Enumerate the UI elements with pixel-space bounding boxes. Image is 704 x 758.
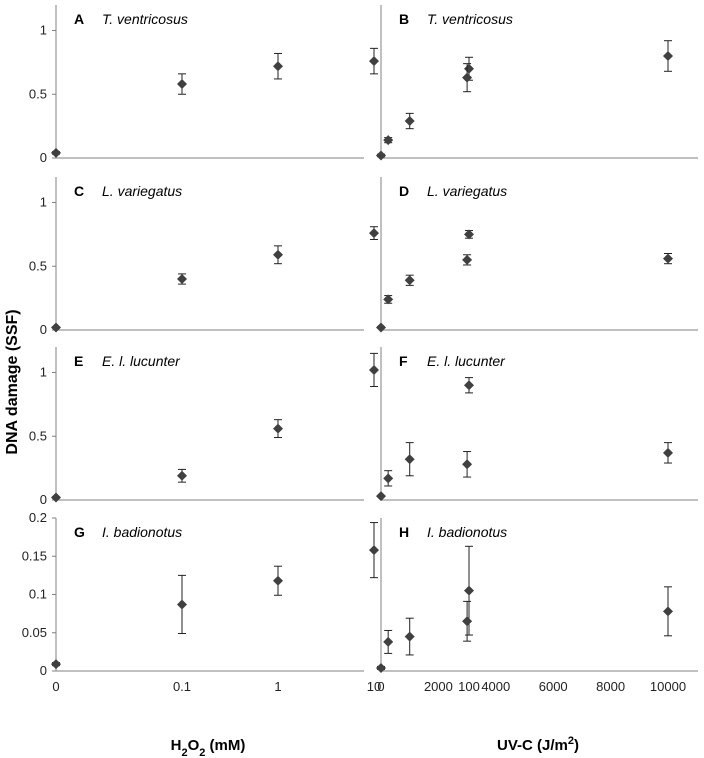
y-tick-label: 0.5 — [29, 258, 47, 273]
y-tick-label: 1 — [40, 23, 47, 38]
data-point — [376, 322, 386, 333]
x-tick-label: 8000 — [596, 679, 625, 694]
x-tick-label: 0 — [52, 679, 59, 694]
data-point — [369, 364, 379, 375]
y-tick-label: 0 — [40, 663, 47, 678]
data-point — [273, 249, 283, 260]
species-name: L. variegatus — [102, 183, 182, 199]
y-tick-label: 0 — [40, 150, 47, 165]
y-tick-label: 0.05 — [22, 625, 47, 640]
data-point — [51, 147, 61, 158]
species-name: I. badionotus — [427, 524, 507, 540]
data-point — [369, 56, 379, 67]
y-tick-label: 0 — [40, 492, 47, 507]
data-point — [376, 491, 386, 502]
data-point — [383, 473, 394, 484]
data-point — [369, 545, 379, 556]
data-point — [51, 322, 61, 333]
data-point — [177, 274, 187, 284]
panels: 0 0.5 1 A T. ventricosus B T. ventricosus 0 0.5 1… — [22, 5, 698, 694]
data-point — [177, 470, 187, 481]
species-name: E. l. lucunter — [427, 353, 506, 369]
y-tick-label: 1 — [40, 195, 47, 210]
panel-h: 0 2000 4000 6000 8000 10000 H I. badionotus — [376, 518, 698, 694]
y-tick-label: 0.15 — [22, 548, 47, 563]
panel-letter: C — [74, 183, 84, 199]
data-point — [383, 294, 394, 305]
panel-b: B T. ventricosus — [376, 5, 698, 161]
data-point — [273, 61, 283, 72]
data-point — [177, 599, 187, 610]
species-name: I. badionotus — [102, 524, 182, 540]
panel-e: 0 0.5 1 E E. l. lucunter — [29, 347, 474, 507]
panel-letter: E — [74, 353, 83, 369]
y-tick-label: 0.5 — [29, 86, 47, 101]
y-tick-label: 1 — [40, 365, 47, 380]
x-tick-label: 2000 — [424, 679, 453, 694]
x-axis-title-right: UV-C (J/m2) — [497, 735, 579, 754]
x-tick-label: 6000 — [539, 679, 568, 694]
y-tick-label: 0.2 — [29, 510, 47, 525]
y-axis-title: DNA damage (SSF) — [4, 309, 21, 454]
species-name: T. ventricosus — [102, 11, 188, 27]
panel-c: 0 0.5 1 C L. variegatus — [29, 177, 474, 337]
panel-letter: F — [399, 353, 408, 369]
data-point — [462, 459, 473, 470]
species-name: L. variegatus — [427, 183, 507, 199]
data-point — [376, 662, 386, 673]
panel-f: F E. l. lucunter — [376, 347, 698, 502]
data-point — [663, 253, 673, 264]
data-point — [404, 275, 415, 286]
y-tick-label: 0 — [40, 322, 47, 337]
x-tick-label: 1 — [274, 679, 281, 694]
data-point — [383, 135, 394, 146]
data-point — [177, 79, 187, 90]
x-tick-label: 10000 — [650, 679, 686, 694]
data-point — [51, 659, 61, 670]
x-tick-label: 10 — [367, 679, 381, 694]
data-point — [273, 423, 283, 434]
x-tick-label: 0.1 — [173, 679, 191, 694]
data-point — [464, 380, 474, 391]
data-point — [464, 63, 474, 74]
data-point — [462, 254, 473, 265]
data-point — [273, 575, 283, 586]
panel-letter: G — [74, 524, 85, 540]
panel-letter: H — [399, 524, 409, 540]
data-point — [404, 454, 415, 465]
x-tick-label: 0 — [377, 679, 384, 694]
data-point — [663, 606, 673, 617]
data-point — [663, 447, 673, 458]
panel-g: 0 0.05 0.1 0.15 0.2 0 0.1 1 10 100 G I. badionotus — [22, 510, 480, 694]
panel-d: D L. variegatus — [376, 177, 698, 333]
data-point — [376, 150, 386, 161]
data-point — [464, 229, 474, 240]
panel-letter: A — [74, 11, 84, 27]
panel-letter: D — [399, 183, 409, 199]
y-tick-label: 0.1 — [29, 587, 47, 602]
data-point — [663, 51, 673, 61]
species-name: T. ventricosus — [427, 11, 513, 27]
data-point — [51, 492, 61, 503]
x-tick-label: 100 — [458, 679, 480, 694]
data-point — [462, 616, 473, 627]
y-tick-label: 0.5 — [29, 428, 47, 443]
x-axis-title-left: H2O2 (mM) — [171, 737, 246, 758]
data-point — [462, 72, 473, 83]
x-tick-label: 4000 — [481, 679, 510, 694]
data-point — [404, 631, 415, 642]
species-name: E. l. lucunter — [102, 353, 181, 369]
data-point — [383, 636, 394, 647]
data-point — [404, 116, 415, 127]
panel-a: 0 0.5 1 A T. ventricosus — [29, 5, 474, 165]
data-point — [464, 585, 474, 596]
data-point — [369, 228, 379, 239]
panel-letter: B — [399, 11, 409, 27]
